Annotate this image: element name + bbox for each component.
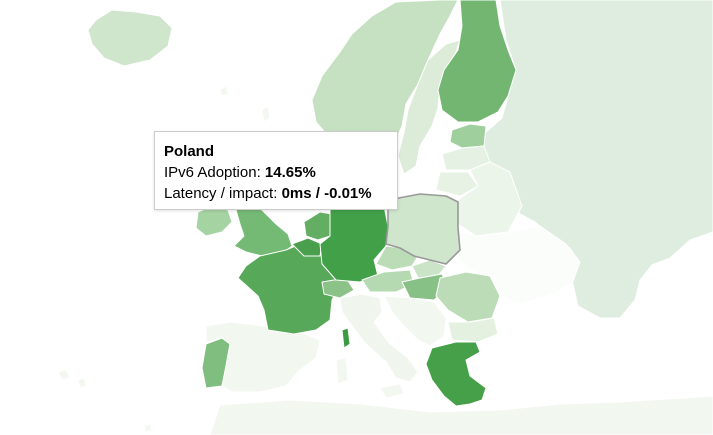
tooltip-adoption-row: IPv6 Adoption: 14.65% xyxy=(164,162,387,183)
country-italy[interactable] xyxy=(339,293,419,383)
country-shetland[interactable] xyxy=(261,105,271,123)
country-greece[interactable] xyxy=(425,341,487,407)
country-ukraine[interactable] xyxy=(455,225,581,305)
country-tooltip: Poland IPv6 Adoption: 14.65% Latency / i… xyxy=(154,131,398,210)
tooltip-latency-value: 0ms / -0.01% xyxy=(281,185,372,202)
country-north-africa[interactable] xyxy=(209,395,713,435)
tooltip-country-name: Poland xyxy=(164,143,215,160)
country-faroe[interactable] xyxy=(219,85,229,97)
country-poland[interactable] xyxy=(385,193,461,265)
country-estonia[interactable] xyxy=(449,123,487,149)
country-azores[interactable] xyxy=(57,369,71,381)
country-uk[interactable] xyxy=(233,205,293,257)
country-sardinia[interactable] xyxy=(335,357,349,385)
country-ireland[interactable] xyxy=(195,205,233,237)
country-finland[interactable] xyxy=(437,0,517,123)
tooltip-latency-label: Latency / impact: xyxy=(164,185,282,202)
tooltip-adoption-label: IPv6 Adoption: xyxy=(164,164,265,181)
country-netherlands[interactable] xyxy=(303,211,333,241)
country-lithuania[interactable] xyxy=(435,171,479,197)
country-madeira[interactable] xyxy=(143,423,153,433)
country-slovakia[interactable] xyxy=(411,259,447,279)
country-bulgaria[interactable] xyxy=(447,317,499,343)
country-sicily[interactable] xyxy=(379,383,405,399)
country-balkans[interactable] xyxy=(383,295,447,347)
country-romania[interactable] xyxy=(435,271,501,323)
country-corsica[interactable] xyxy=(341,327,351,349)
country-norway[interactable] xyxy=(311,0,459,157)
country-azores-2[interactable] xyxy=(77,377,87,389)
country-turkey[interactable] xyxy=(499,317,713,393)
country-iceland[interactable] xyxy=(87,9,173,67)
tooltip-adoption-value: 14.65% xyxy=(264,164,316,181)
tooltip-latency-row: Latency / impact: 0ms / -0.01% xyxy=(164,183,387,204)
